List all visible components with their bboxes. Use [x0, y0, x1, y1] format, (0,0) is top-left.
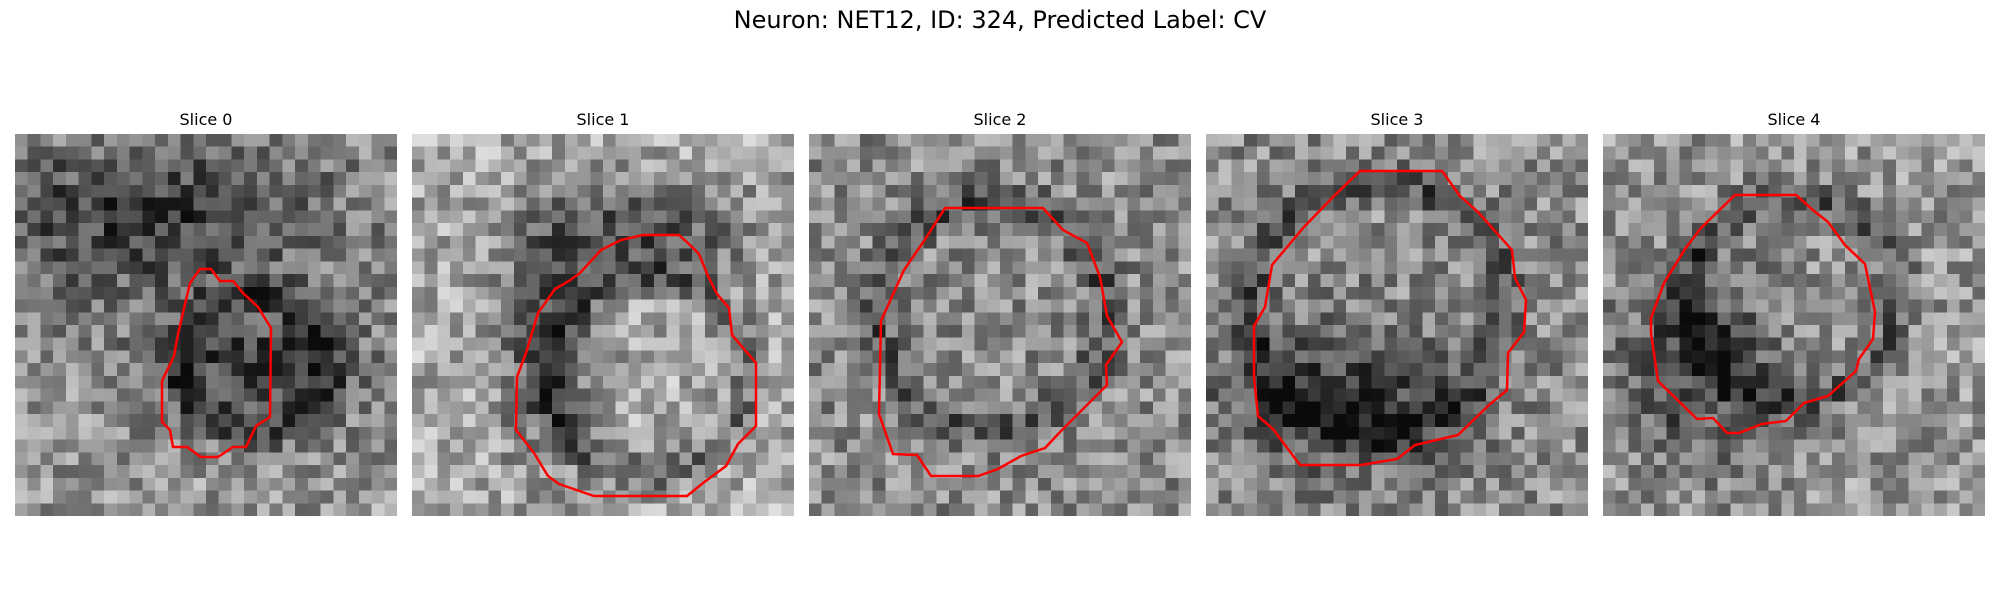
contour-outline-0: [160, 267, 273, 459]
grayscale-image-4: [1603, 134, 1985, 516]
figure-title: Neuron: NET12, ID: 324, Predicted Label:…: [733, 6, 1267, 34]
slice-image-2: [809, 134, 1191, 516]
grayscale-image-0: [15, 134, 397, 516]
contour-outline-1: [514, 233, 758, 498]
slice-image-1: [412, 134, 794, 516]
contour-outline-4: [1649, 193, 1877, 435]
slice-title-3: Slice 3: [1370, 110, 1424, 129]
contour-outline-3: [1252, 169, 1528, 467]
slice-title-2: Slice 2: [973, 110, 1027, 129]
contour-overlay-2: [877, 206, 1124, 478]
slice-title-4: Slice 4: [1767, 110, 1821, 129]
slice-image-4: [1603, 134, 1985, 516]
contour-outline-2: [877, 206, 1124, 478]
slice-image-0: [15, 134, 397, 516]
contour-overlay-4: [1649, 193, 1877, 435]
slice-title-0: Slice 0: [179, 110, 233, 129]
grayscale-image-2: [809, 134, 1191, 516]
contour-overlay-3: [1252, 169, 1528, 467]
slice-image-3: [1206, 134, 1588, 516]
contour-overlay-1: [514, 233, 758, 498]
contour-overlay-0: [160, 267, 273, 459]
slice-title-1: Slice 1: [576, 110, 630, 129]
